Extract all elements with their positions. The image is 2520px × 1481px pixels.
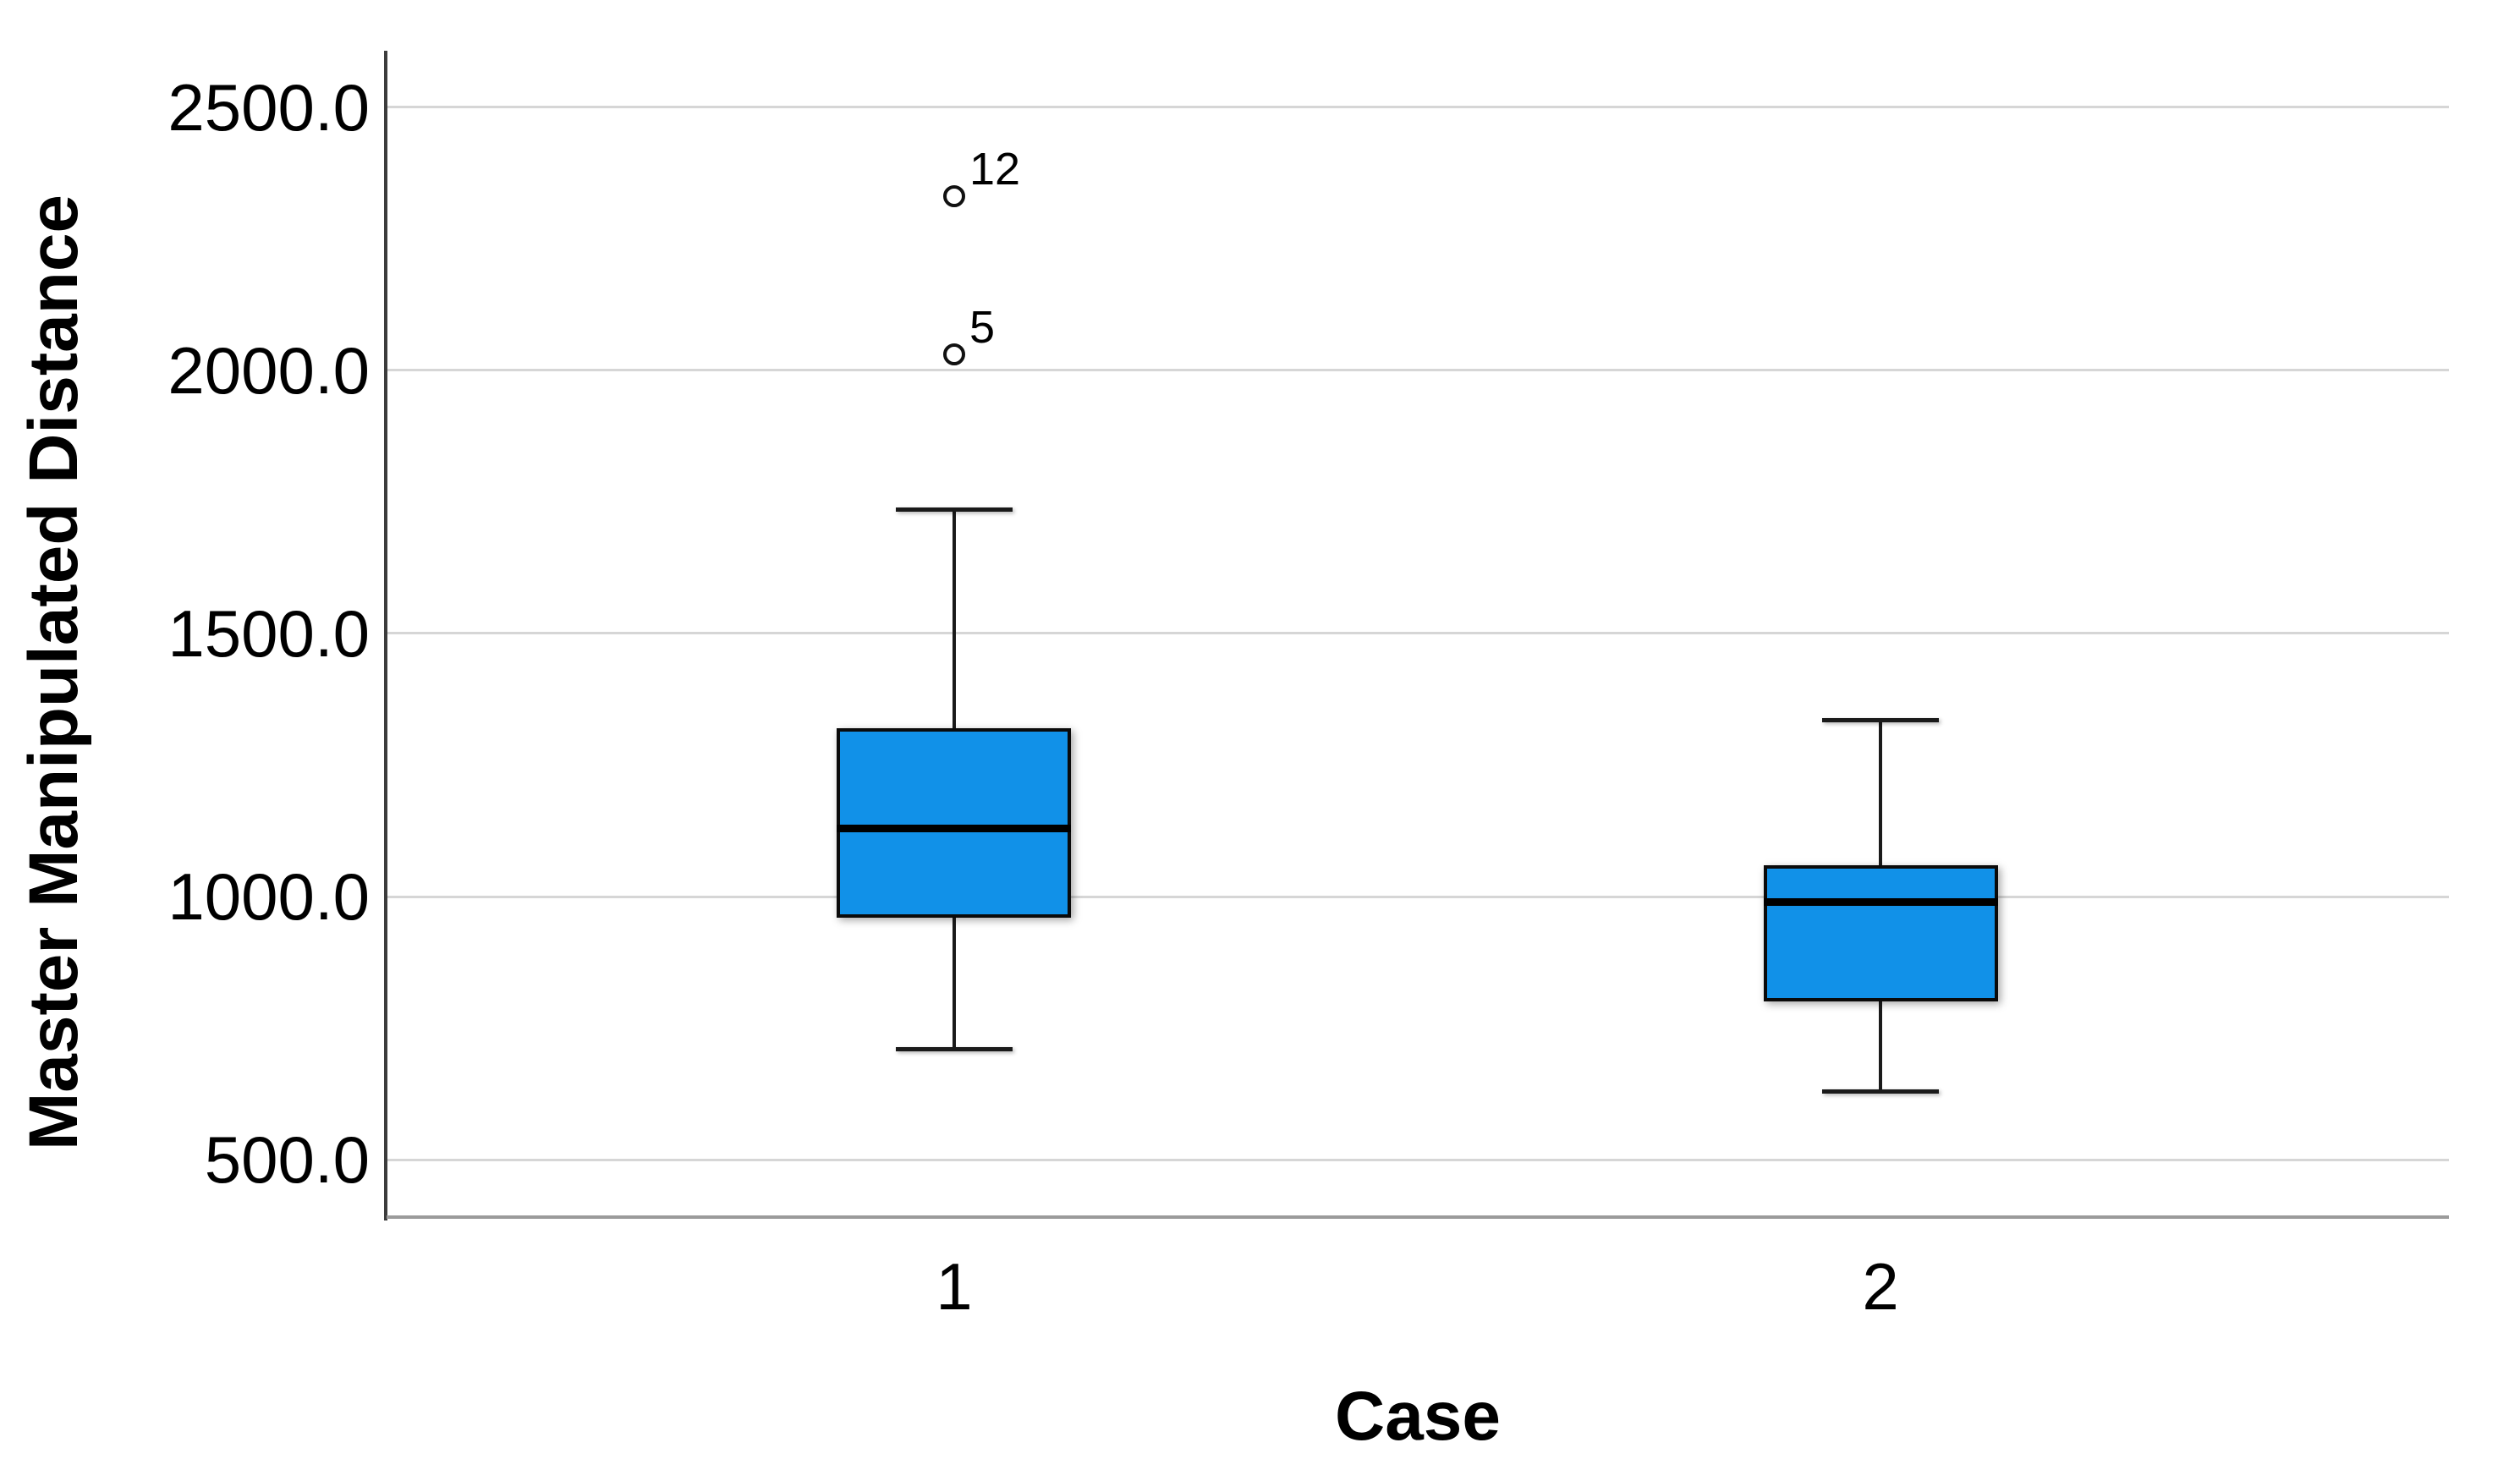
y-gridline [387, 1158, 2449, 1161]
x-tick-label: 1 [936, 1249, 973, 1324]
outlier-point [942, 185, 965, 208]
iqr-box [837, 727, 1072, 918]
upper-whisker-line [952, 509, 956, 728]
lower-whisker-cap [1821, 1089, 1940, 1094]
y-gridline [387, 895, 2449, 898]
y-tick-label: 2000.0 [167, 332, 370, 408]
y-tick-label: 500.0 [204, 1122, 370, 1198]
lower-whisker-cap [895, 1046, 1013, 1051]
upper-whisker-cap [1821, 718, 1940, 723]
y-tick-label: 1000.0 [167, 859, 370, 935]
outlier-label: 12 [969, 144, 1021, 195]
lower-whisker-line [952, 917, 956, 1050]
y-axis-line [384, 51, 387, 1220]
outlier-label: 5 [969, 302, 995, 354]
y-tick-label: 1500.0 [167, 595, 370, 671]
x-tick-label: 2 [1862, 1249, 1899, 1324]
median-line [837, 824, 1072, 832]
x-axis-title: Case [1334, 1378, 1502, 1455]
x-axis-line [387, 1215, 2449, 1219]
upper-whisker-line [1879, 720, 1883, 865]
y-tick-label: 2500.0 [167, 69, 370, 145]
y-gridline [387, 106, 2449, 109]
y-axis-title: Master Manipulated Distance [15, 194, 92, 1151]
y-gridline [387, 369, 2449, 372]
median-line [1763, 897, 1998, 906]
lower-whisker-line [1879, 1001, 1883, 1092]
outlier-point [942, 343, 965, 366]
iqr-box [1763, 864, 1998, 1002]
y-gridline [387, 632, 2449, 635]
upper-whisker-cap [895, 507, 1013, 513]
